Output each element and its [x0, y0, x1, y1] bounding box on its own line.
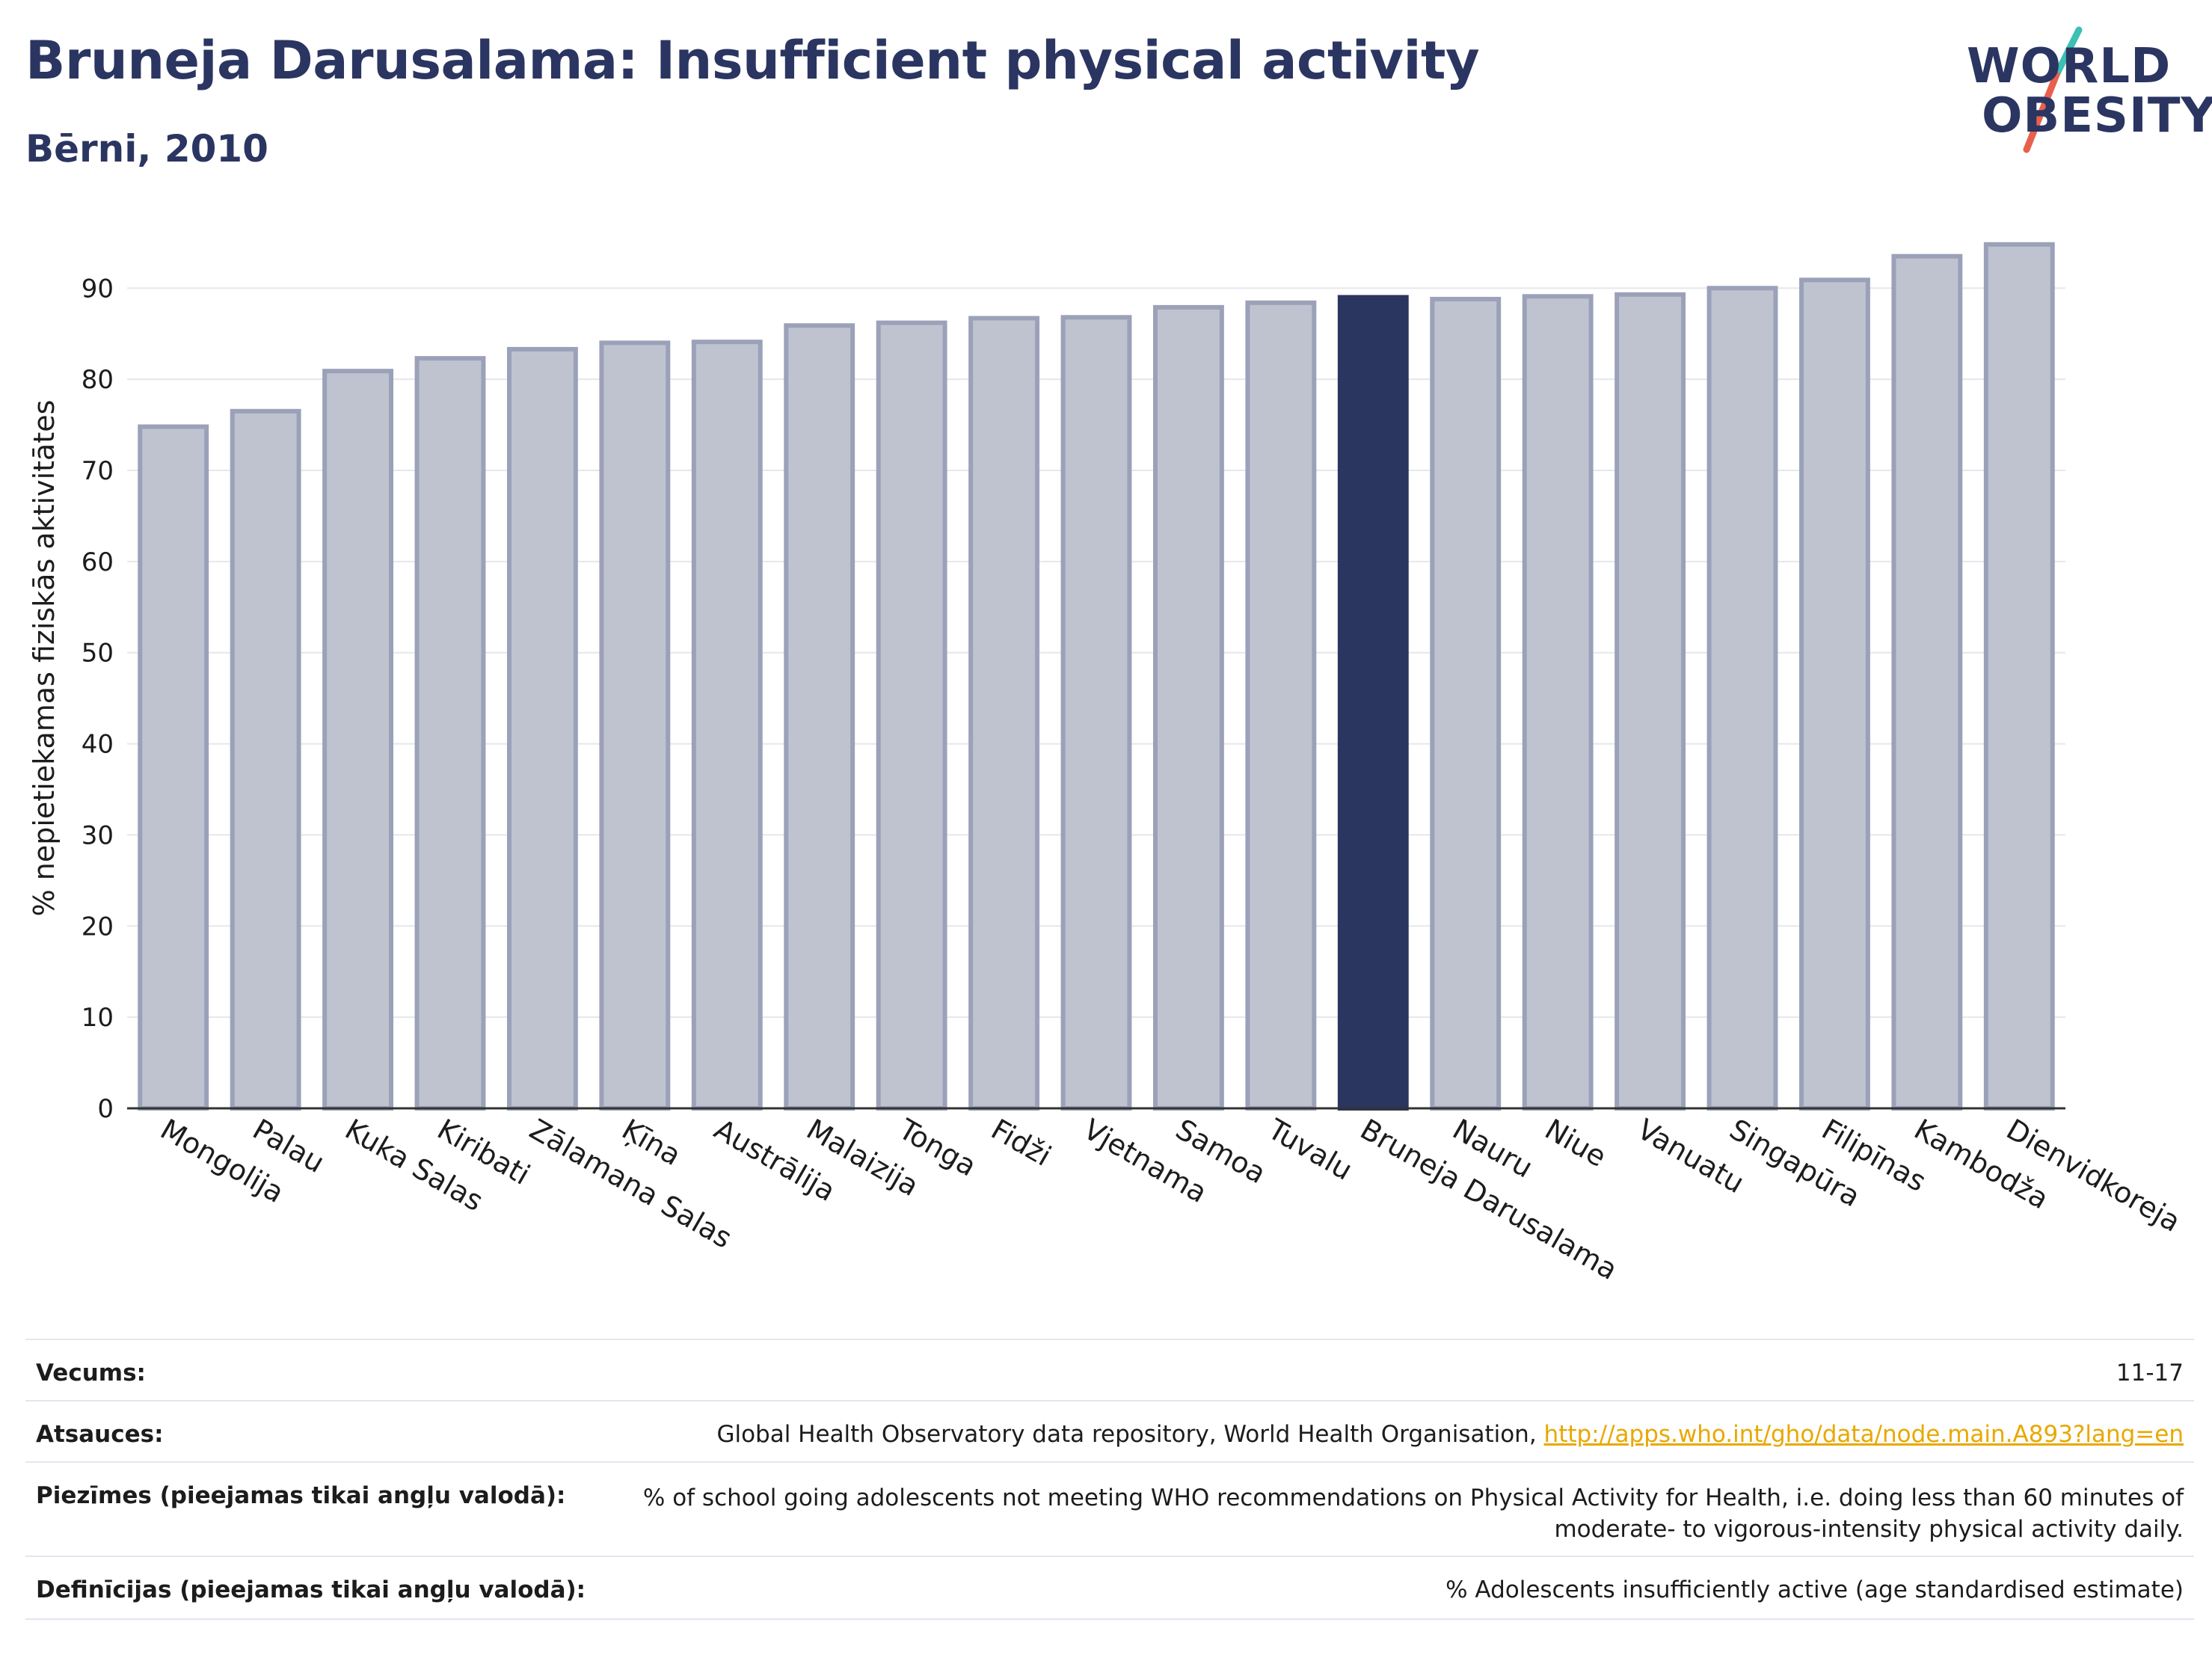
bar-tonga [876, 320, 947, 1111]
y-tick-label: 30 [82, 820, 114, 850]
x-tick-label: Vanuatu [1632, 1113, 1750, 1200]
bar-zālamana-salas [506, 346, 578, 1111]
notes-label: Piezīmes (pieejamas tikai angļu valodā): [36, 1482, 566, 1509]
meta-row-definitions: Definīcijas (pieejamas tikai angļu valod… [25, 1556, 2194, 1620]
bar-malaizija [784, 323, 855, 1111]
bar-bruneja-darusalama [1337, 295, 1409, 1111]
meta-row-sources: Atsauces: Global Health Observatory data… [25, 1400, 2194, 1463]
bar-filipīnas [1798, 277, 1870, 1111]
bar-mongolija [138, 424, 209, 1111]
chart-subtitle: Bērni, 2010 [25, 127, 268, 171]
y-tick-label: 60 [82, 547, 114, 577]
bar-palau [230, 408, 301, 1111]
sources-text: Global Health Observatory data repositor… [716, 1421, 1537, 1448]
bar-nauru [1430, 296, 1502, 1111]
age-value: 11-17 [2116, 1360, 2184, 1387]
logo-text-obesity: OBESITY [1982, 88, 2212, 144]
x-tick-label: Tuvalu [1262, 1112, 1357, 1187]
y-tick-label: 70 [82, 456, 114, 486]
definitions-label: Definīcijas (pieejamas tikai angļu valod… [36, 1576, 586, 1603]
bar-ķīna [599, 340, 671, 1111]
y-tick-label: 90 [82, 274, 114, 304]
logo-text-world: WORLD [1967, 39, 2172, 94]
sources-label: Atsauces: [36, 1421, 164, 1448]
bar-vanuatu [1615, 292, 1686, 1111]
x-tick-label: Niue [1540, 1113, 1612, 1173]
sources-value: Global Health Observatory data repositor… [716, 1421, 2184, 1448]
world-obesity-logo: WORLD OBESITY [1952, 22, 2212, 157]
y-tick-label: 20 [82, 912, 114, 942]
bar-kuka-salas [322, 369, 394, 1111]
meta-row-notes: Piezīmes (pieejamas tikai angļu valodā):… [25, 1461, 2194, 1557]
age-label: Vecums: [36, 1360, 146, 1387]
sources-link[interactable]: http://apps.who.int/gho/data/node.main.A… [1543, 1421, 2184, 1448]
bar-fidži [968, 316, 1040, 1111]
y-tick-label: 10 [82, 1003, 114, 1033]
bar-austrālija [691, 340, 763, 1111]
logo-slash-icon [2023, 26, 2083, 153]
meta-row-age: Vecums: 11-17 [25, 1339, 2194, 1401]
bar-dienvidkoreja [1983, 242, 2055, 1111]
bar-singapūra [1706, 286, 1778, 1111]
bar-tuvalu [1245, 300, 1317, 1111]
bar-kiribati [414, 356, 486, 1111]
bars [138, 242, 2055, 1111]
y-axis-label: % nepietiekamas fiziskās aktivitātes [28, 400, 61, 917]
bar-vjetnama [1060, 315, 1132, 1111]
y-tick-label: 80 [82, 365, 114, 395]
x-tick-label: Fidži [986, 1113, 1057, 1173]
notes-value: % of school going adolescents not meetin… [643, 1482, 2184, 1545]
y-tick-label: 50 [82, 639, 114, 669]
definitions-value: % Adolescents insufficiently active (age… [1446, 1576, 2184, 1603]
notes-line-2: moderate- to vigorous-intensity physical… [1554, 1516, 2184, 1543]
bar-niue [1522, 294, 1594, 1111]
notes-line-1: % of school going adolescents not meetin… [642, 1484, 2184, 1511]
chart-title: Bruneja Darusalama: Insufficient physica… [25, 30, 1480, 91]
y-tick-label: 0 [97, 1094, 114, 1124]
bar-samoa [1152, 304, 1224, 1111]
bar-kambodža [1891, 254, 1963, 1111]
y-tick-label: 40 [82, 730, 114, 760]
